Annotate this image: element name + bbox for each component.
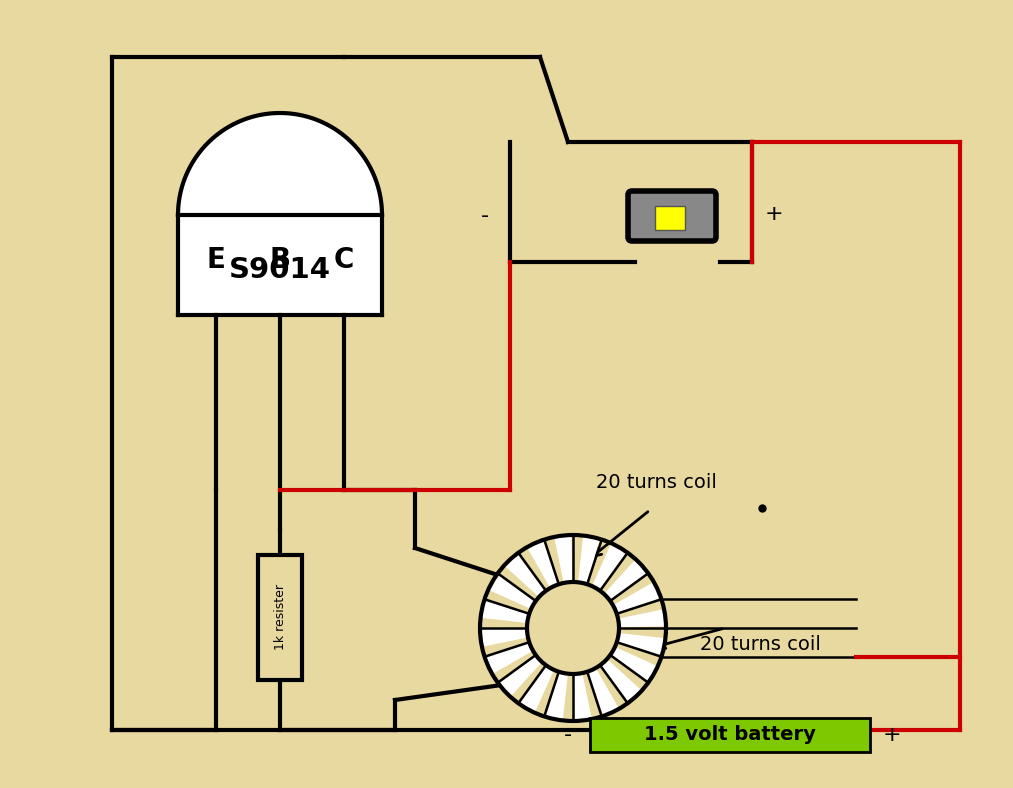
Text: 1.5 volt battery: 1.5 volt battery — [644, 726, 815, 745]
Wedge shape — [604, 559, 647, 600]
Text: -: - — [564, 725, 572, 745]
Wedge shape — [485, 643, 533, 674]
Text: 20 turns coil: 20 turns coil — [596, 473, 717, 492]
Wedge shape — [520, 666, 554, 713]
Wedge shape — [573, 673, 592, 721]
Wedge shape — [504, 554, 545, 597]
Wedge shape — [480, 600, 529, 623]
Wedge shape — [498, 656, 542, 697]
Bar — [590, 718, 870, 752]
Wedge shape — [592, 543, 626, 590]
Wedge shape — [578, 536, 600, 584]
Wedge shape — [617, 633, 666, 655]
Text: +: + — [765, 204, 783, 224]
Wedge shape — [601, 659, 642, 702]
Wedge shape — [554, 535, 572, 583]
Wedge shape — [613, 582, 660, 613]
Wedge shape — [588, 668, 619, 716]
Wedge shape — [618, 609, 666, 627]
Text: C: C — [334, 246, 355, 274]
Text: B: B — [269, 246, 291, 274]
Circle shape — [527, 582, 619, 674]
Polygon shape — [178, 113, 382, 315]
Wedge shape — [546, 672, 568, 720]
Wedge shape — [480, 629, 528, 647]
Text: S9014: S9014 — [229, 256, 331, 284]
Text: -: - — [481, 206, 489, 226]
Wedge shape — [611, 647, 657, 682]
Text: 20 turns coil: 20 turns coil — [700, 635, 821, 655]
FancyBboxPatch shape — [628, 191, 716, 241]
Text: E: E — [207, 246, 226, 274]
Bar — [655, 206, 685, 230]
Wedge shape — [488, 574, 535, 609]
Text: +: + — [882, 725, 902, 745]
Wedge shape — [527, 540, 558, 588]
Text: 1k resister: 1k resister — [274, 585, 287, 651]
Bar — [258, 555, 302, 680]
